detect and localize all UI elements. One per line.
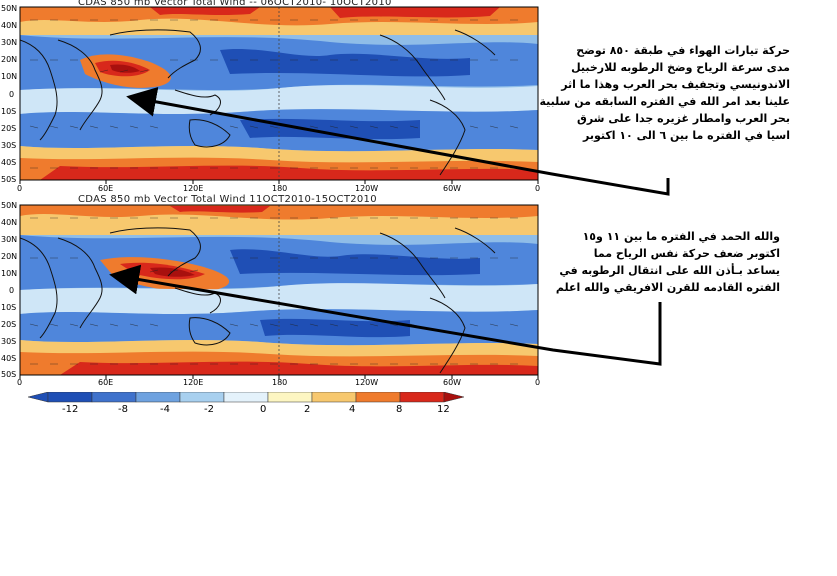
lat-label: 10N: [1, 72, 18, 81]
lat-label: 30S: [1, 141, 17, 150]
top-annotation: حركة تيارات الهواء في طبقة ٨٥٠ توضح مدى …: [539, 42, 790, 144]
lon-label: 120E: [183, 378, 204, 387]
annotation-line: اكتوبر ضعف حركة نفس الرياح مما: [593, 247, 780, 260]
lat-label: 40S: [1, 354, 17, 363]
lon-label: 120W: [355, 378, 379, 387]
lat-label: 40N: [1, 21, 18, 30]
lat-label: 30N: [1, 38, 18, 47]
lat-label: 50S: [1, 175, 17, 184]
lat-label: 10N: [1, 269, 18, 278]
lat-label: 0: [9, 90, 15, 99]
panel-1-title: CDAS 850 mb Vector Total Wind -- 06OCT20…: [78, 0, 392, 8]
annotation-line: بحر العرب وامطار غزيره جدا على شرق: [577, 112, 790, 125]
wind-map-panel-1: CDAS 850 mb Vector Total Wind -- 06OCT20…: [0, 0, 545, 195]
lon-label: 0: [17, 378, 23, 387]
colorbar-label: -8: [118, 404, 128, 415]
lon-label: 60E: [98, 378, 114, 387]
bottom-annotation: والله الحمد في الفتره ما بين ١١ و١٥ اكتو…: [540, 228, 780, 296]
annotation-line: الاندونيسي وتجفيف بحر العرب وهذا ما اثر: [561, 78, 790, 91]
lat-label: 30N: [1, 235, 18, 244]
lon-label: 60W: [443, 378, 462, 387]
lon-label: 0: [535, 184, 541, 193]
lat-label: 10S: [1, 303, 17, 312]
lon-label: 60W: [443, 184, 462, 193]
colorbar-label: 12: [437, 404, 450, 415]
lat-label: 10S: [1, 107, 17, 116]
annotation-line: والله الحمد في الفتره ما بين ١١ و١٥: [582, 230, 780, 243]
colorbar-label: 2: [304, 404, 311, 415]
lat-label: 40S: [1, 158, 17, 167]
panel-2-title: CDAS 850 mb Vector Total Wind 11OCT2010-…: [78, 194, 377, 205]
annotation-line: علينا بعد امر الله في الفتره السابقه من …: [539, 95, 790, 108]
colorbar-label: -4: [160, 404, 170, 415]
lat-label: 50N: [1, 201, 18, 210]
lat-label: 50N: [1, 4, 18, 13]
annotation-line: مدى سرعة الرياح وضخ الرطوبه للارخبيل: [571, 61, 790, 74]
lat-label: 20N: [1, 55, 18, 64]
lon-label: 0: [535, 378, 541, 387]
wind-map-panel-2: CDAS 850 mb Vector Total Wind 11OCT2010-…: [0, 194, 545, 393]
annotation-line: حركة تيارات الهواء في طبقة ٨٥٠ توضح: [576, 44, 790, 57]
annotation-line: يساعد بـأذن الله على انتقال الرطوبه في: [559, 264, 780, 277]
colorbar-label: -2: [204, 404, 214, 415]
colorbar: [28, 392, 465, 403]
annotation-line: اسيا في الفتره ما بين ٦ الى ١٠ اكتوبر: [582, 129, 790, 142]
lat-label: 20N: [1, 252, 18, 261]
lat-label: 0: [9, 286, 15, 295]
lon-label: 120W: [355, 184, 379, 193]
lon-label: 120E: [183, 184, 204, 193]
wind-map-1: [19, 6, 539, 184]
lat-label: 50S: [1, 370, 17, 379]
lon-label: 180: [272, 378, 288, 387]
lon-label: 0: [17, 184, 23, 193]
lat-label: 30S: [1, 337, 17, 346]
lon-label: 60E: [98, 184, 114, 193]
colorbar-label: -12: [62, 404, 79, 415]
colorbar-label: 0: [260, 404, 267, 415]
lat-label: 20S: [1, 320, 17, 329]
colorbar-label: 8: [396, 404, 403, 415]
colorbar-label: 4: [349, 404, 356, 415]
lat-label: 40N: [1, 218, 18, 227]
annotation-line: الفتره القادمه للقرن الافريقي والله اعلم: [555, 281, 780, 294]
wind-map-2: [19, 204, 539, 379]
lat-label: 20S: [1, 124, 17, 133]
lon-label: 180: [272, 184, 288, 193]
